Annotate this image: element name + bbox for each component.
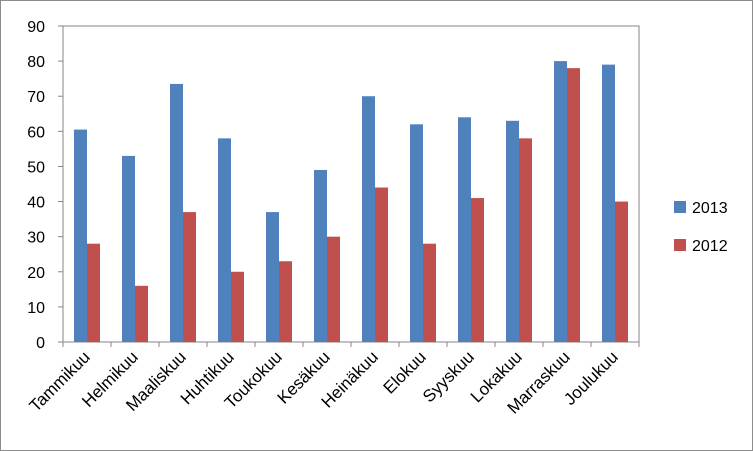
- bar-2013-Tammikuu: [74, 129, 87, 342]
- bar-2013-Syyskuu: [458, 117, 471, 343]
- bar-2013-Elokuu: [410, 124, 423, 342]
- legend-label-2012: 2012: [692, 238, 728, 255]
- bar-2012-Heinäkuu: [375, 187, 388, 342]
- legend-swatch-2013: [674, 201, 686, 213]
- y-tick-label: 40: [27, 195, 45, 212]
- y-tick-label: 0: [36, 335, 45, 352]
- plot-area-border: [62, 25, 640, 343]
- y-tick-label: 80: [27, 54, 45, 71]
- bar-2012-Syyskuu: [471, 198, 484, 342]
- bar-2012-Maaliskuu: [183, 212, 196, 342]
- bar-2012-Kesäkuu: [327, 236, 340, 342]
- bar-2013-Joulukuu: [602, 64, 615, 342]
- bar-2012-Marraskuu: [567, 68, 580, 342]
- bar-2012-Tammikuu: [87, 243, 100, 342]
- bar-2013-Toukokuu: [266, 212, 279, 342]
- x-category-label: Syyskuu: [419, 347, 478, 406]
- bars: [74, 61, 628, 343]
- bar-2013-Lokakuu: [506, 120, 519, 342]
- bar-2013-Kesäkuu: [314, 169, 327, 342]
- bar-2012-Huhtikuu: [231, 271, 244, 342]
- x-category-label: Tammikuu: [26, 347, 94, 415]
- y-tick-label: 60: [27, 124, 45, 141]
- bar-2012-Lokakuu: [519, 138, 532, 342]
- y-tick-label: 50: [27, 159, 45, 176]
- bar-2013-Heinäkuu: [362, 96, 375, 342]
- y-tick-label: 70: [27, 89, 45, 106]
- y-tick-label: 30: [27, 230, 45, 247]
- y-tick-label: 20: [27, 265, 45, 282]
- bar-2012-Elokuu: [423, 243, 436, 342]
- bar-2013-Maaliskuu: [170, 83, 183, 342]
- bar-2012-Joulukuu: [615, 201, 628, 342]
- bar-2013-Huhtikuu: [218, 138, 231, 342]
- bar-2012-Helmikuu: [135, 285, 148, 342]
- legend-swatch-2012: [674, 239, 686, 251]
- axes: 0102030405060708090TammikuuHelmikuuMaali…: [26, 19, 640, 418]
- legend: 2013 2012: [674, 200, 728, 255]
- bar-2013-Marraskuu: [554, 61, 567, 342]
- y-tick-label: 90: [27, 19, 45, 36]
- bar-2012-Toukokuu: [279, 261, 292, 342]
- y-tick-label: 10: [27, 300, 45, 317]
- bar-2013-Helmikuu: [122, 155, 135, 342]
- legend-label-2013: 2013: [692, 200, 728, 217]
